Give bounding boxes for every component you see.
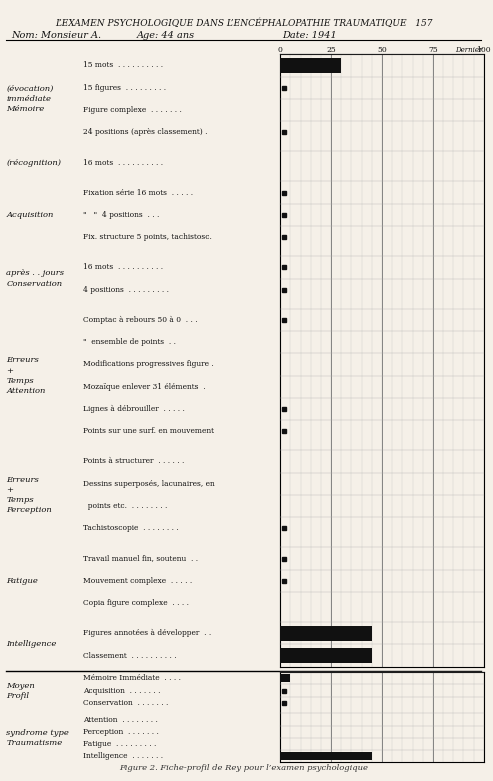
Text: syndrome type: syndrome type bbox=[6, 729, 69, 736]
Text: points etc.  . . . . . . . .: points etc. . . . . . . . . bbox=[83, 502, 167, 510]
Text: Figures annotées à développer  . .: Figures annotées à développer . . bbox=[83, 629, 211, 637]
Text: Perception  . . . . . . .: Perception . . . . . . . bbox=[83, 728, 159, 736]
Text: "  ensemble de points  . .: " ensemble de points . . bbox=[83, 338, 176, 346]
Text: Conservation: Conservation bbox=[6, 280, 62, 287]
Text: Date: 1941: Date: 1941 bbox=[282, 31, 337, 40]
Text: Mouvement complexe  . . . . .: Mouvement complexe . . . . . bbox=[83, 577, 192, 585]
Text: Fatigue  . . . . . . . . .: Fatigue . . . . . . . . . bbox=[83, 740, 156, 748]
Text: Points à structurer  . . . . . .: Points à structurer . . . . . . bbox=[83, 458, 184, 465]
Text: Mémoire Immédiate  . . . .: Mémoire Immédiate . . . . bbox=[83, 674, 181, 683]
Text: Fixation série 16 mots  . . . . .: Fixation série 16 mots . . . . . bbox=[83, 189, 193, 197]
Text: (évocation): (évocation) bbox=[6, 85, 54, 93]
Text: Comptac à rebours 50 à 0  . . .: Comptac à rebours 50 à 0 . . . bbox=[83, 316, 198, 324]
Text: Attention  . . . . . . . .: Attention . . . . . . . . bbox=[83, 715, 158, 723]
Text: immédiate: immédiate bbox=[6, 95, 51, 103]
Text: Intelligence  . . . . . . .: Intelligence . . . . . . . bbox=[83, 752, 163, 761]
Text: 15 figures  . . . . . . . . .: 15 figures . . . . . . . . . bbox=[83, 84, 166, 92]
Text: Acquisition: Acquisition bbox=[6, 211, 54, 219]
Text: 15 mots  . . . . . . . . . .: 15 mots . . . . . . . . . . bbox=[83, 62, 163, 70]
Text: Traumatisme: Traumatisme bbox=[6, 739, 63, 747]
Bar bbox=[280, 626, 372, 640]
Text: +: + bbox=[6, 486, 13, 494]
Text: Fatigue: Fatigue bbox=[6, 577, 38, 585]
Text: +: + bbox=[6, 366, 13, 375]
Text: Copia figure complexe  . . . .: Copia figure complexe . . . . bbox=[83, 599, 189, 607]
Text: Lignes à débrouiller  . . . . .: Lignes à débrouiller . . . . . bbox=[83, 405, 185, 413]
Text: Intelligence: Intelligence bbox=[6, 640, 57, 648]
Text: Nom: Monsieur A.: Nom: Monsieur A. bbox=[11, 31, 101, 40]
Text: Erreurs: Erreurs bbox=[6, 356, 39, 365]
Text: 24 positions (après classement) .: 24 positions (après classement) . bbox=[83, 128, 208, 137]
Text: 16 mots  . . . . . . . . . .: 16 mots . . . . . . . . . . bbox=[83, 263, 163, 271]
Text: Perception: Perception bbox=[6, 506, 52, 514]
Text: Classement  . . . . . . . . . .: Classement . . . . . . . . . . bbox=[83, 651, 176, 660]
Bar bbox=[280, 752, 372, 761]
Text: Erreurs: Erreurs bbox=[6, 476, 39, 483]
Text: Temps: Temps bbox=[6, 496, 34, 504]
Text: Moyen: Moyen bbox=[6, 682, 35, 690]
Bar bbox=[280, 648, 372, 663]
Text: Profil: Profil bbox=[6, 692, 29, 700]
Text: 16 mots  . . . . . . . . . .: 16 mots . . . . . . . . . . bbox=[83, 159, 163, 166]
Text: après . . jours: après . . jours bbox=[6, 269, 64, 277]
Text: (récognition): (récognition) bbox=[6, 159, 61, 166]
Text: Figure complexe  . . . . . . .: Figure complexe . . . . . . . bbox=[83, 106, 182, 114]
Text: 100: 100 bbox=[476, 46, 491, 54]
Text: Dessins superposés, lacunaires, en: Dessins superposés, lacunaires, en bbox=[83, 480, 214, 488]
Bar bbox=[280, 59, 341, 73]
Text: 50: 50 bbox=[377, 46, 387, 54]
Text: Points sur une surf. en mouvement: Points sur une surf. en mouvement bbox=[83, 427, 214, 435]
Text: Dernier: Dernier bbox=[456, 46, 483, 54]
Text: Figure 2. Fiche-profil de Rey pour l’examen psychologique: Figure 2. Fiche-profil de Rey pour l’exa… bbox=[119, 764, 368, 772]
Text: Acquisition  . . . . . . .: Acquisition . . . . . . . bbox=[83, 686, 160, 694]
Text: Conservation  . . . . . . .: Conservation . . . . . . . bbox=[83, 699, 168, 707]
Bar bbox=[280, 674, 290, 683]
Text: 0: 0 bbox=[278, 46, 282, 54]
Text: Mozaïque enlever 31 éléments  .: Mozaïque enlever 31 éléments . bbox=[83, 383, 206, 390]
Text: 75: 75 bbox=[428, 46, 438, 54]
Text: 4 positions  . . . . . . . . .: 4 positions . . . . . . . . . bbox=[83, 286, 169, 294]
Text: Tachistoscopie  . . . . . . . .: Tachistoscopie . . . . . . . . bbox=[83, 524, 178, 533]
Text: Attention: Attention bbox=[6, 387, 46, 394]
Text: Modifications progressives figure .: Modifications progressives figure . bbox=[83, 361, 213, 369]
Text: 25: 25 bbox=[326, 46, 336, 54]
Text: Mémoire: Mémoire bbox=[6, 105, 44, 113]
Text: Travail manuel fin, soutenu  . .: Travail manuel fin, soutenu . . bbox=[83, 555, 198, 562]
Text: "   "  4 positions  . . .: " " 4 positions . . . bbox=[83, 211, 159, 219]
Text: Temps: Temps bbox=[6, 376, 34, 385]
Text: Age: 44 ans: Age: 44 ans bbox=[137, 31, 195, 40]
Text: Fix. structure 5 points, tachistosc.: Fix. structure 5 points, tachistosc. bbox=[83, 234, 211, 241]
Text: L’EXAMEN PSYCHOLOGIQUE DANS L’ENCÉPHALOPATHIE TRAUMATIQUE   157: L’EXAMEN PSYCHOLOGIQUE DANS L’ENCÉPHALOP… bbox=[55, 19, 432, 28]
